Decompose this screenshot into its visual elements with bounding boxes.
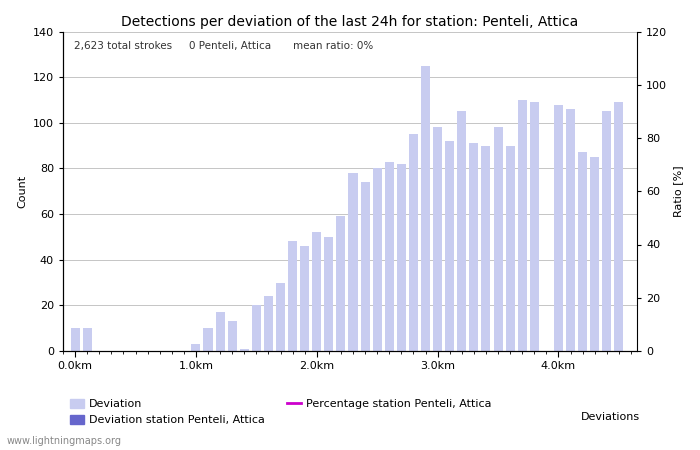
Bar: [445, 141, 454, 351]
Bar: [615, 102, 624, 351]
Bar: [494, 127, 503, 351]
Y-axis label: Count: Count: [18, 175, 27, 208]
Bar: [204, 328, 213, 351]
Y-axis label: Ratio [%]: Ratio [%]: [673, 166, 682, 217]
Bar: [239, 349, 248, 351]
Bar: [312, 232, 321, 351]
Bar: [264, 296, 273, 351]
Bar: [602, 112, 611, 351]
Bar: [228, 321, 237, 351]
Bar: [191, 344, 200, 351]
Bar: [505, 146, 514, 351]
Bar: [409, 134, 418, 351]
Text: 0 Penteli, Attica: 0 Penteli, Attica: [189, 41, 272, 51]
Bar: [482, 146, 491, 351]
Text: mean ratio: 0%: mean ratio: 0%: [293, 41, 373, 51]
Bar: [216, 312, 225, 351]
Bar: [71, 328, 80, 351]
Bar: [530, 102, 539, 351]
Bar: [397, 164, 406, 351]
Bar: [372, 168, 382, 351]
Title: Detections per deviation of the last 24h for station: Penteli, Attica: Detections per deviation of the last 24h…: [121, 15, 579, 29]
Bar: [83, 328, 92, 351]
Bar: [433, 127, 442, 351]
Bar: [252, 306, 261, 351]
Bar: [360, 182, 370, 351]
Bar: [300, 246, 309, 351]
Text: 2,623 total strokes: 2,623 total strokes: [74, 41, 173, 51]
Bar: [349, 173, 358, 351]
Bar: [276, 283, 285, 351]
Bar: [518, 100, 526, 351]
Bar: [566, 109, 575, 351]
Bar: [337, 216, 346, 351]
Legend: Deviation, Deviation station Penteli, Attica, Percentage station Penteli, Attica: Deviation, Deviation station Penteli, At…: [66, 395, 496, 430]
Bar: [288, 242, 297, 351]
Bar: [421, 66, 430, 351]
Text: www.lightningmaps.org: www.lightningmaps.org: [7, 436, 122, 446]
Bar: [590, 157, 599, 351]
Bar: [457, 112, 466, 351]
Bar: [469, 144, 478, 351]
Bar: [324, 237, 333, 351]
Bar: [554, 104, 563, 351]
Bar: [385, 162, 394, 351]
Text: Deviations: Deviations: [582, 412, 640, 422]
Bar: [578, 153, 587, 351]
